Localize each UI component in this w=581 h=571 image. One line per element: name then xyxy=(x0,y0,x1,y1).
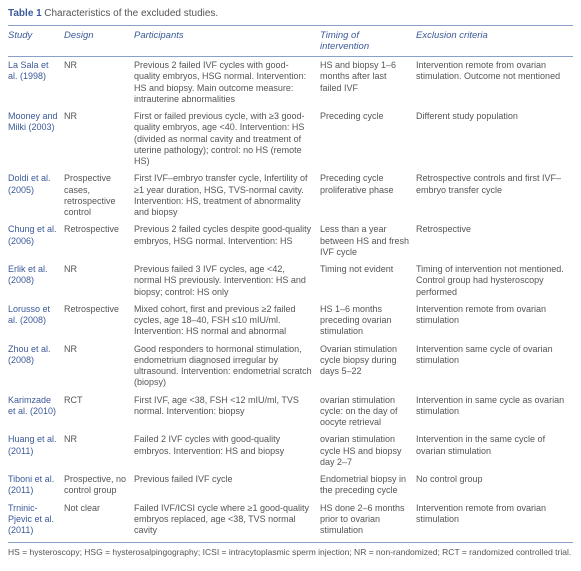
table-row: Huang et al. (2011)NRFailed 2 IVF cycles… xyxy=(8,431,573,471)
table-label: Table 1 xyxy=(8,8,42,19)
timing-cell: ovarian stimulation cycle HS and biopsy … xyxy=(320,431,416,471)
table-row: Karimzade et al. (2010)RCTFirst IVF, age… xyxy=(8,392,573,432)
study-cell: Chung et al. (2006) xyxy=(8,221,64,261)
study-cell: Erlik et al. (2008) xyxy=(8,261,64,301)
table-body: La Sala et al. (1998)NRPrevious 2 failed… xyxy=(8,57,573,543)
participants-cell: Mixed cohort, first and previous ≥2 fail… xyxy=(134,301,320,341)
study-cell: Tiboni et al. (2011) xyxy=(8,471,64,500)
table-header-row: Study Design Participants Timing of inte… xyxy=(8,26,573,57)
table-row: Erlik et al. (2008)NRPrevious failed 3 I… xyxy=(8,261,573,301)
table-row: Tiboni et al. (2011)Prospective, no cont… xyxy=(8,471,573,500)
timing-cell: HS and biopsy 1–6 months after last fail… xyxy=(320,57,416,109)
design-cell: NR xyxy=(64,57,134,109)
timing-cell: Preceding cycle proliferative phase xyxy=(320,170,416,221)
col-header-exclusion: Exclusion criteria xyxy=(416,26,573,57)
design-cell: Not clear xyxy=(64,500,134,543)
timing-cell: HS 1–6 months preceding ovarian stimulat… xyxy=(320,301,416,341)
timing-cell: HS done 2–6 months prior to ovarian stim… xyxy=(320,500,416,543)
exclusion-cell: Intervention remote from ovarian stimula… xyxy=(416,500,573,543)
exclusion-cell: Different study population xyxy=(416,108,573,170)
exclusion-cell: Intervention same cycle of ovarian stimu… xyxy=(416,341,573,392)
participants-cell: First IVF, age <38, FSH <12 mIU/ml, TVS … xyxy=(134,392,320,432)
table-row: La Sala et al. (1998)NRPrevious 2 failed… xyxy=(8,57,573,109)
table-row: Chung et al. (2006)RetrospectivePrevious… xyxy=(8,221,573,261)
timing-cell: Endometrial biopsy in the preceding cycl… xyxy=(320,471,416,500)
table-row: Doldi et al. (2005)Prospective cases, re… xyxy=(8,170,573,221)
design-cell: NR xyxy=(64,108,134,170)
exclusion-cell: Retrospective xyxy=(416,221,573,261)
col-header-participants: Participants xyxy=(134,26,320,57)
table-row: Trninic-Pjevic et al. (2011)Not clearFai… xyxy=(8,500,573,543)
study-cell: Doldi et al. (2005) xyxy=(8,170,64,221)
study-cell: Karimzade et al. (2010) xyxy=(8,392,64,432)
table-caption: Characteristics of the excluded studies. xyxy=(44,8,218,19)
col-header-study: Study xyxy=(8,26,64,57)
col-header-design: Design xyxy=(64,26,134,57)
participants-cell: Failed IVF/ICSI cycle where ≥1 good-qual… xyxy=(134,500,320,543)
study-cell: Lorusso et al. (2008) xyxy=(8,301,64,341)
design-cell: Prospective, no control group xyxy=(64,471,134,500)
timing-cell: Ovarian stimulation cycle biopsy during … xyxy=(320,341,416,392)
table-row: Lorusso et al. (2008)RetrospectiveMixed … xyxy=(8,301,573,341)
design-cell: NR xyxy=(64,431,134,471)
design-cell: Prospective cases, retrospective control xyxy=(64,170,134,221)
design-cell: NR xyxy=(64,261,134,301)
excluded-studies-table: Study Design Participants Timing of inte… xyxy=(8,25,573,543)
timing-cell: Less than a year between HS and fresh IV… xyxy=(320,221,416,261)
exclusion-cell: No control group xyxy=(416,471,573,500)
exclusion-cell: Timing of intervention not mentioned. Co… xyxy=(416,261,573,301)
design-cell: Retrospective xyxy=(64,221,134,261)
exclusion-cell: Intervention remote from ovarian stimula… xyxy=(416,301,573,341)
participants-cell: First or failed previous cycle, with ≥3 … xyxy=(134,108,320,170)
timing-cell: ovarian stimulation cycle: on the day of… xyxy=(320,392,416,432)
participants-cell: Good responders to hormonal stimulation,… xyxy=(134,341,320,392)
study-cell: Huang et al. (2011) xyxy=(8,431,64,471)
table-row: Mooney and Milki (2003)NRFirst or failed… xyxy=(8,108,573,170)
participants-cell: Previous failed IVF cycle xyxy=(134,471,320,500)
exclusion-cell: Intervention in same cycle as ovarian st… xyxy=(416,392,573,432)
participants-cell: Previous 2 failed cycles despite good-qu… xyxy=(134,221,320,261)
timing-cell: Timing not evident xyxy=(320,261,416,301)
study-cell: Mooney and Milki (2003) xyxy=(8,108,64,170)
exclusion-cell: Retrospective controls and first IVF–emb… xyxy=(416,170,573,221)
design-cell: RCT xyxy=(64,392,134,432)
study-cell: La Sala et al. (1998) xyxy=(8,57,64,109)
col-header-timing: Timing of intervention xyxy=(320,26,416,57)
participants-cell: Previous 2 failed IVF cycles with good-q… xyxy=(134,57,320,109)
table-footnote: HS = hysteroscopy; HSG = hysterosalpingo… xyxy=(8,547,573,558)
design-cell: Retrospective xyxy=(64,301,134,341)
exclusion-cell: Intervention remote from ovarian stimula… xyxy=(416,57,573,109)
participants-cell: First IVF–embryo transfer cycle, Inferti… xyxy=(134,170,320,221)
table-row: Zhou et al. (2008)NRGood responders to h… xyxy=(8,341,573,392)
timing-cell: Preceding cycle xyxy=(320,108,416,170)
participants-cell: Failed 2 IVF cycles with good-quality em… xyxy=(134,431,320,471)
design-cell: NR xyxy=(64,341,134,392)
exclusion-cell: Intervention in the same cycle of ovaria… xyxy=(416,431,573,471)
study-cell: Trninic-Pjevic et al. (2011) xyxy=(8,500,64,543)
study-cell: Zhou et al. (2008) xyxy=(8,341,64,392)
participants-cell: Previous failed 3 IVF cycles, age <42, n… xyxy=(134,261,320,301)
